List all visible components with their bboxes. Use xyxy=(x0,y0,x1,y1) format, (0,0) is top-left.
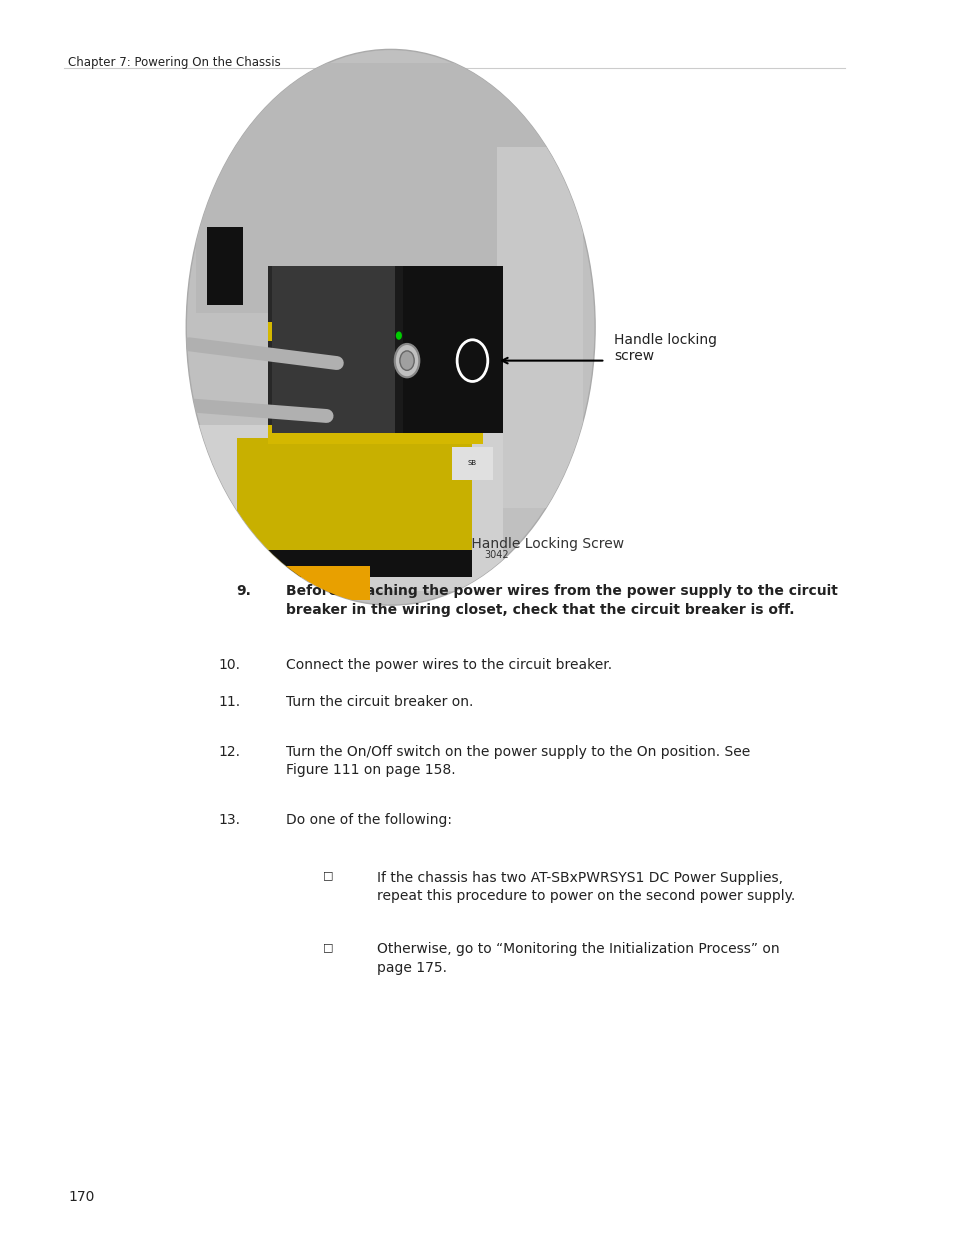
Text: Before attaching the power wires from the power supply to the circuit
breaker in: Before attaching the power wires from th… xyxy=(286,584,837,616)
Circle shape xyxy=(395,359,401,368)
FancyArrowPatch shape xyxy=(189,405,326,416)
Text: 3042: 3042 xyxy=(484,550,509,561)
Bar xyxy=(196,425,502,592)
Text: 12.: 12. xyxy=(218,745,240,758)
Bar xyxy=(452,447,493,480)
Text: □: □ xyxy=(322,871,333,881)
Bar xyxy=(400,267,502,433)
Text: Turn the circuit breaker on.: Turn the circuit breaker on. xyxy=(286,695,473,709)
FancyArrowPatch shape xyxy=(189,345,336,363)
Bar xyxy=(207,227,243,305)
Text: If the chassis has two AT-SBxPWRSYS1 DC Power Supplies,
repeat this procedure to: If the chassis has two AT-SBxPWRSYS1 DC … xyxy=(376,871,795,903)
Text: Handle locking
screw: Handle locking screw xyxy=(614,333,717,363)
Text: 9.: 9. xyxy=(236,584,251,598)
Bar xyxy=(278,566,370,600)
Text: 10.: 10. xyxy=(218,658,240,672)
Bar xyxy=(268,267,482,433)
Bar xyxy=(268,425,482,445)
Text: Connect the power wires to the circuit breaker.: Connect the power wires to the circuit b… xyxy=(286,658,612,672)
Text: 13.: 13. xyxy=(218,813,240,826)
Bar xyxy=(237,550,472,578)
Bar xyxy=(497,147,582,508)
Text: Turn the On/Off switch on the power supply to the On position. See
Figure 111 on: Turn the On/Off switch on the power supp… xyxy=(286,745,750,777)
Bar xyxy=(196,63,554,314)
Text: 11.: 11. xyxy=(218,695,240,709)
Text: Otherwise, go to “Monitoring the Initialization Process” on
page 175.: Otherwise, go to “Monitoring the Initial… xyxy=(376,942,779,974)
Text: Do one of the following:: Do one of the following: xyxy=(286,813,452,826)
Text: 170: 170 xyxy=(68,1191,94,1204)
Circle shape xyxy=(395,331,401,340)
Circle shape xyxy=(399,351,414,370)
Bar xyxy=(395,267,402,433)
Bar xyxy=(272,267,395,433)
Bar xyxy=(268,322,482,341)
Text: Chapter 7: Powering On the Chassis: Chapter 7: Powering On the Chassis xyxy=(68,56,280,69)
Bar xyxy=(237,438,472,578)
Text: □: □ xyxy=(322,942,333,952)
Circle shape xyxy=(395,343,419,378)
Circle shape xyxy=(186,49,595,605)
Text: SB: SB xyxy=(467,461,476,467)
Text: Figure 124. Tightening the Handle Locking Screw: Figure 124. Tightening the Handle Lockin… xyxy=(284,537,623,551)
